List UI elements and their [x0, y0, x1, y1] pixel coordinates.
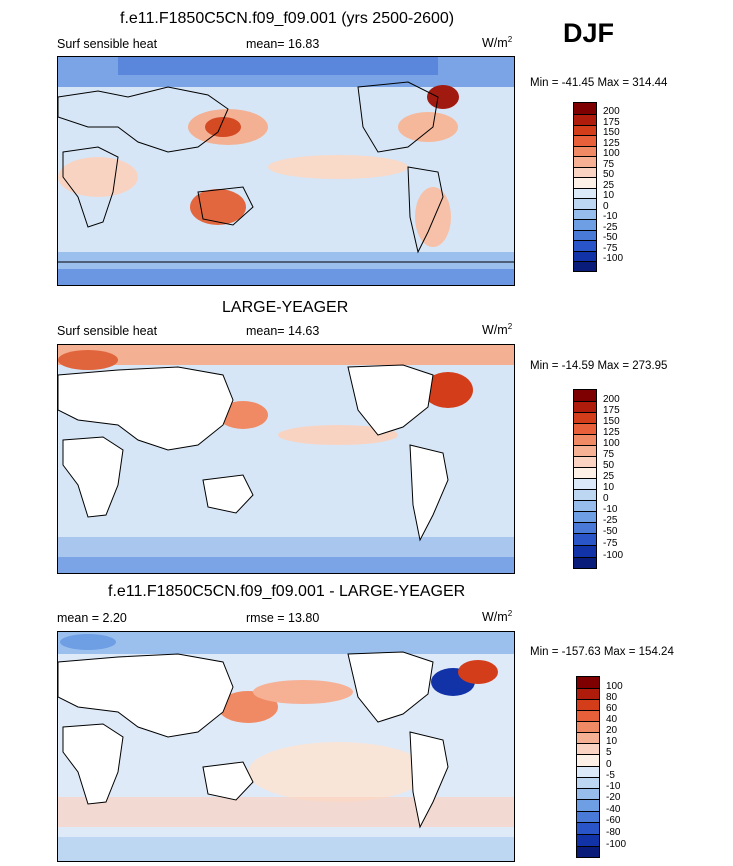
panel2-title: LARGE-YEAGER — [222, 299, 349, 316]
cbar-tick: 50 — [603, 460, 615, 471]
panel2-units: W/m2 — [482, 322, 513, 338]
panel1-units: W/m2 — [482, 35, 513, 51]
cbar-tick: 40 — [606, 714, 618, 725]
cbar-tick: -50 — [603, 232, 618, 243]
cbar-tick: -100 — [603, 550, 624, 561]
cbar-tick: -60 — [606, 815, 621, 826]
cbar-tick: 10 — [606, 736, 618, 747]
cbar-tick: -100 — [606, 839, 627, 850]
panel3-rmse-label: rmse = 13.80 — [246, 611, 320, 625]
panel1-colorbar — [573, 102, 597, 272]
cbar-tick: 150 — [603, 416, 620, 427]
panel3-mean-label: mean = 2.20 — [57, 611, 127, 625]
panel3-colorbar — [576, 676, 600, 858]
cbar-tick: -10 — [606, 781, 621, 792]
season-label: DJF — [563, 18, 615, 48]
cbar-tick: 125 — [603, 427, 620, 438]
cbar-tick: 75 — [603, 449, 615, 460]
panel1-map — [57, 56, 515, 286]
cbar-tick: -10 — [603, 504, 618, 515]
panel3-units: W/m2 — [482, 609, 513, 625]
cbar-tick: 5 — [606, 747, 612, 758]
panel2-map — [57, 344, 515, 574]
cbar-tick: -100 — [603, 253, 624, 264]
panel3-map — [57, 631, 515, 862]
cbar-tick: 175 — [603, 405, 620, 416]
cbar-tick: 200 — [603, 394, 620, 405]
cbar-tick: 10 — [603, 482, 615, 493]
cbar-tick: 75 — [603, 159, 615, 170]
cbar-tick: 150 — [603, 127, 620, 138]
panel2-mean-label: mean= 14.63 — [246, 324, 320, 338]
cbar-tick: 0 — [606, 759, 612, 770]
cbar-tick: 0 — [603, 493, 609, 504]
cbar-tick: -5 — [606, 770, 615, 781]
cbar-tick: -75 — [603, 243, 618, 254]
cbar-tick: 100 — [603, 438, 620, 449]
cbar-tick: 25 — [603, 471, 615, 482]
panel1-title: f.e11.F1850C5CN.f09_f09.001 (yrs 2500-26… — [120, 10, 455, 27]
cbar-tick: 80 — [606, 692, 618, 703]
cbar-tick: -80 — [606, 827, 621, 838]
cbar-tick: 175 — [603, 117, 620, 128]
cbar-tick: 125 — [603, 138, 620, 149]
cbar-tick: 0 — [603, 201, 609, 212]
panel2-minmax: Min = -14.59 Max = 273.95 — [530, 360, 668, 372]
cbar-tick: 100 — [603, 148, 620, 159]
cbar-tick: -25 — [603, 222, 618, 233]
panel2-colorbar — [573, 389, 597, 569]
cbar-tick: -40 — [606, 804, 621, 815]
cbar-tick: -20 — [606, 792, 621, 803]
panel1-mean-label: mean= 16.83 — [246, 37, 320, 51]
cbar-tick: 100 — [606, 681, 623, 692]
cbar-tick: -50 — [603, 526, 618, 537]
panel2-variable-label: Surf sensible heat — [57, 324, 158, 338]
panel1-variable-label: Surf sensible heat — [57, 37, 158, 51]
cbar-tick: -75 — [603, 538, 618, 549]
cbar-tick: 25 — [603, 180, 615, 191]
cbar-tick: -25 — [603, 515, 618, 526]
panel3-minmax: Min = -157.63 Max = 154.24 — [530, 646, 674, 658]
panel1-minmax: Min = -41.45 Max = 314.44 — [530, 77, 668, 89]
cbar-tick: 10 — [603, 190, 615, 201]
panel3-title: f.e11.F1850C5CN.f09_f09.001 - LARGE-YEAG… — [108, 583, 466, 600]
cbar-tick: 20 — [606, 725, 618, 736]
cbar-tick: 60 — [606, 703, 618, 714]
cbar-tick: 50 — [603, 169, 615, 180]
cbar-tick: 200 — [603, 106, 620, 117]
cbar-tick: -10 — [603, 211, 618, 222]
